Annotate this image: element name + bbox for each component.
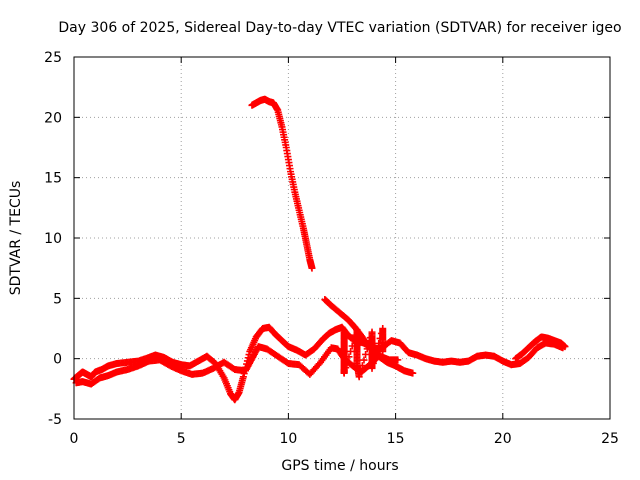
y-axis-label: SDTVAR / TECUs bbox=[8, 181, 24, 296]
data-point bbox=[340, 369, 348, 377]
y-tick-label: 5 bbox=[53, 291, 62, 307]
series-late-arc bbox=[512, 333, 569, 363]
y-tick-label: 0 bbox=[53, 352, 62, 368]
data-point bbox=[379, 347, 387, 355]
x-tick-label: 20 bbox=[494, 431, 512, 447]
x-tick-label: 15 bbox=[387, 431, 405, 447]
data-point bbox=[368, 364, 376, 372]
data-point bbox=[342, 364, 350, 372]
data-point bbox=[345, 353, 353, 361]
data-point bbox=[343, 358, 351, 366]
x-tick-label: 25 bbox=[601, 431, 619, 447]
x-tick-label: 10 bbox=[279, 431, 297, 447]
series-main-trace bbox=[70, 323, 567, 404]
series-high-elevation-arc bbox=[248, 95, 316, 272]
gridlines bbox=[74, 57, 610, 419]
y-tick-label: 10 bbox=[44, 231, 62, 247]
data-point bbox=[347, 347, 355, 355]
y-tick-label: 20 bbox=[44, 110, 62, 126]
data-point bbox=[358, 362, 366, 370]
x-tick-label: 0 bbox=[70, 431, 79, 447]
x-axis-label: GPS time / hours bbox=[281, 458, 398, 474]
data-point bbox=[355, 373, 363, 381]
axis-ticks: 0 5 10 15 20 25 -5 0 5 10 15 20 25 bbox=[44, 50, 619, 447]
x-tick-label: 5 bbox=[177, 431, 186, 447]
chart-title: Day 306 of 2025, Sidereal Day-to-day VTE… bbox=[58, 20, 621, 36]
data-point bbox=[372, 349, 380, 357]
data-point bbox=[394, 356, 402, 364]
data-point bbox=[362, 350, 370, 358]
data-point bbox=[308, 264, 316, 272]
data-point bbox=[371, 354, 379, 362]
data-point bbox=[369, 359, 377, 367]
data-point bbox=[239, 373, 247, 381]
data-point bbox=[561, 343, 569, 351]
y-tick-label: 15 bbox=[44, 171, 62, 187]
y-tick-label: 25 bbox=[44, 50, 62, 66]
data-point bbox=[360, 356, 368, 364]
series-vertical-cluster bbox=[340, 325, 387, 381]
data-points bbox=[70, 95, 569, 404]
data-point bbox=[357, 367, 365, 375]
data-point bbox=[409, 369, 417, 377]
y-tick-label: -5 bbox=[48, 412, 62, 428]
